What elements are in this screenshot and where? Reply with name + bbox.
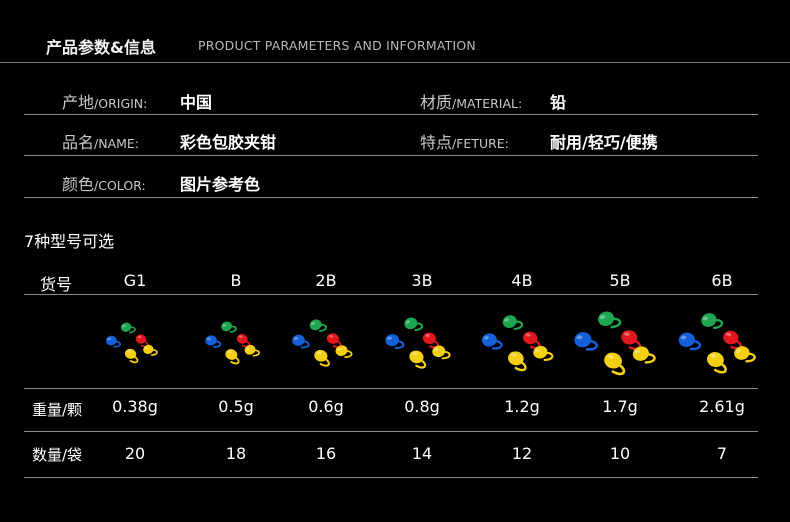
green-clip-6b [701, 313, 724, 330]
blue-clip-g1 [105, 335, 121, 348]
green-clip-b [221, 321, 237, 333]
green-clip-2b [309, 319, 327, 332]
count-cell-2b: 16 [315, 444, 337, 463]
model-header-6b: 6B [711, 271, 733, 290]
yellow-clip-2-b [244, 344, 260, 357]
green-clip-3b [404, 317, 423, 332]
info-divider-1 [24, 114, 758, 115]
clip-group-2b [292, 319, 353, 367]
count-cell-3b: 14 [411, 444, 433, 463]
clip-group-4b [481, 315, 554, 372]
weight-cell-g1: 0.38g [112, 397, 158, 416]
green-clip-4b [502, 315, 524, 330]
yellow-clip-b [225, 349, 240, 365]
feature-label-en: /FETURE: [452, 136, 509, 151]
count-row-label: 数量/袋 [32, 446, 83, 464]
yellow-clip-6b [706, 352, 727, 374]
table-weight-divider [24, 431, 758, 432]
red-clip-4b [523, 331, 541, 350]
color-label-cn: 颜色 [62, 175, 95, 194]
weight-cell-3b: 0.8g [404, 397, 440, 416]
model-header-b: B [230, 271, 242, 290]
color-value: 图片参考色 [180, 175, 261, 194]
yellow-clip-2-3b [432, 345, 451, 360]
green-clip-5b [598, 311, 622, 329]
count-cell-g1: 20 [124, 444, 146, 463]
clip-group-6b [678, 313, 756, 374]
name-label: 品名/NAME: [62, 129, 139, 153]
section-title-en: PRODUCT PARAMETERS AND INFORMATION [198, 38, 476, 53]
clip-group-5b [574, 311, 656, 376]
model-header-3b: 3B [411, 271, 433, 290]
name-value: 彩色包胶夹钳 [180, 133, 277, 152]
blue-clip-b [205, 335, 222, 348]
table-images-divider [24, 388, 758, 389]
name-label-cn: 品名 [62, 133, 95, 152]
clip-group-b [205, 321, 260, 365]
yellow-clip-2-g1 [143, 344, 158, 356]
header-divider [0, 62, 790, 63]
origin-label-cn: 产地 [62, 93, 95, 112]
model-header-2b: 2B [315, 271, 337, 290]
name-label-en: /NAME: [94, 136, 140, 151]
origin-label-en: /ORIGIN: [94, 96, 148, 111]
clip-group-3b [385, 317, 451, 369]
table-header-divider [24, 294, 758, 295]
blue-clip-3b [385, 334, 405, 349]
table-header-label: 货号 [40, 275, 73, 294]
blue-clip-2b [292, 334, 310, 349]
blue-clip-6b [678, 332, 702, 351]
count-cell-4b: 12 [511, 444, 533, 463]
yellow-clip-4b [508, 351, 527, 372]
red-clip-6b [723, 330, 743, 350]
model-header-g1: G1 [123, 271, 147, 290]
weight-cell-4b: 1.2g [504, 397, 540, 416]
count-cell-5b: 10 [609, 444, 631, 463]
color-label: 颜色/COLOR: [62, 171, 146, 195]
feature-label: 特点/FETURE: [420, 129, 509, 153]
yellow-clip-2-5b [632, 346, 656, 364]
yellow-clip-2-6b [734, 346, 756, 363]
weight-cell-5b: 1.7g [602, 397, 638, 416]
clip-group-g1 [105, 322, 158, 364]
yellow-clip-2-2b [335, 345, 353, 359]
count-cell-b: 18 [225, 444, 247, 463]
material-label-en: /MATERIAL: [452, 96, 523, 111]
blue-clip-4b [481, 333, 503, 350]
green-clip-g1 [121, 322, 136, 334]
info-divider-3 [24, 197, 758, 198]
material-label: 材质/MATERIAL: [420, 89, 522, 113]
blue-clip-5b [574, 332, 598, 351]
origin-label: 产地/ORIGIN: [62, 89, 147, 113]
section-title-cn: 产品参数&信息 [46, 38, 156, 57]
weight-row-label: 重量/颗 [32, 401, 83, 419]
color-label-en: /COLOR: [94, 178, 146, 193]
material-label-cn: 材质 [420, 93, 453, 112]
info-divider-2 [24, 155, 758, 156]
red-clip-5b [621, 330, 642, 351]
yellow-clip-2b [314, 349, 330, 367]
red-clip-3b [422, 332, 439, 349]
red-clip-g1 [135, 334, 149, 348]
count-cell-6b: 7 [716, 444, 728, 463]
yellow-clip-2-4b [533, 345, 554, 361]
table-count-divider [24, 477, 758, 478]
feature-value: 耐用/轻巧/便携 [550, 133, 658, 152]
yellow-clip-5b [604, 352, 626, 376]
red-clip-2b [326, 333, 342, 348]
red-clip-b [236, 334, 251, 348]
model-header-4b: 4B [511, 271, 533, 290]
weight-cell-6b: 2.61g [699, 397, 745, 416]
material-value: 铅 [550, 93, 567, 112]
yellow-clip-3b [409, 350, 427, 369]
feature-label-cn: 特点 [420, 133, 453, 152]
weight-cell-2b: 0.6g [308, 397, 344, 416]
model-header-5b: 5B [609, 271, 631, 290]
origin-value: 中国 [180, 93, 213, 112]
weight-cell-b: 0.5g [218, 397, 254, 416]
models-title: 7种型号可选 [24, 232, 115, 251]
yellow-clip-g1 [124, 348, 139, 364]
